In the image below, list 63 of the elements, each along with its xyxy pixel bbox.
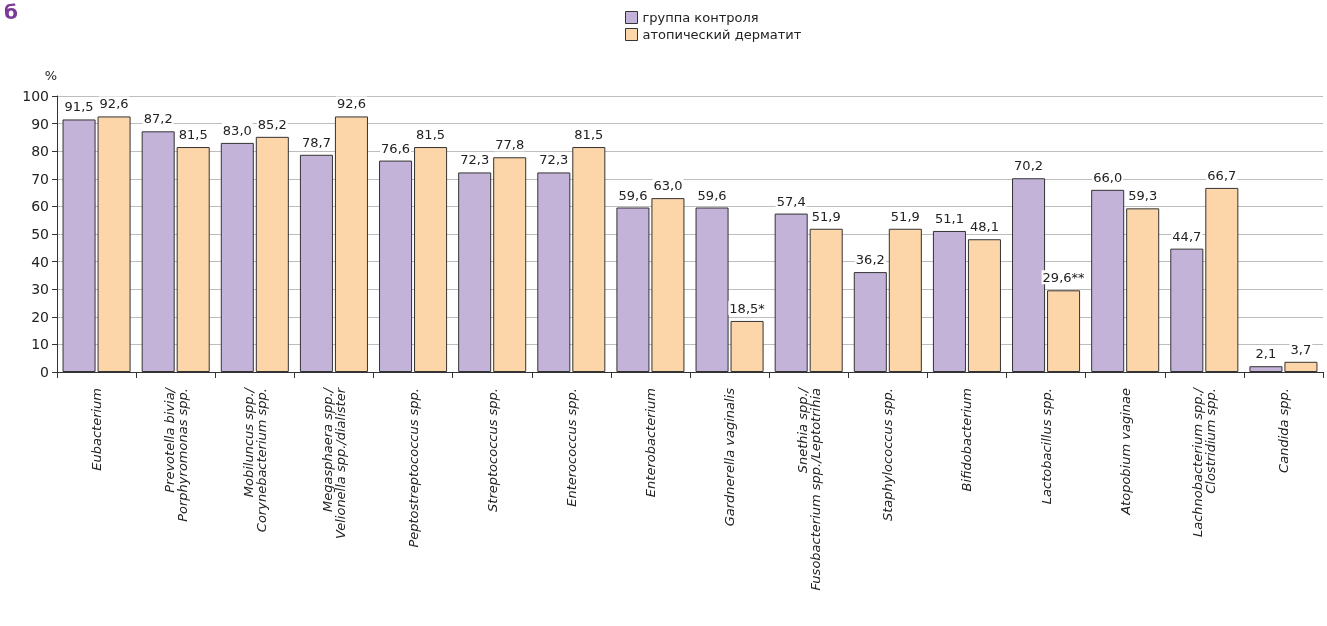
x-tick-label: Eubacterium bbox=[89, 388, 105, 471]
data-label: 51,9 bbox=[890, 208, 920, 224]
data-label: 91,5 bbox=[64, 99, 94, 115]
x-tick-label: Streptococcus spp. bbox=[484, 388, 500, 512]
data-label: 78,7 bbox=[301, 134, 331, 150]
data-label: 51,9 bbox=[811, 208, 841, 224]
y-tick-label: 10 bbox=[31, 336, 49, 353]
x-tick-label: Megasphaera spp./ Velionella spp./dialister bbox=[319, 386, 348, 539]
data-label: 63,0 bbox=[653, 178, 683, 194]
text: б bbox=[4, 0, 18, 24]
x-tick-label: Staphylococcus spp. bbox=[880, 388, 896, 522]
x-tick-label: Gardnerella vaginalis bbox=[722, 387, 738, 527]
x-tick-label: Snethia spp./ Fusobacterium spp./Leptotrihia bbox=[794, 386, 823, 591]
legend-label: атопический дерматит bbox=[642, 27, 802, 42]
data-label: 3,7 bbox=[1290, 341, 1312, 357]
y-axis-title: % bbox=[44, 68, 57, 83]
x-tick-label: Prevotella bivia/ Porphyromonas spp. bbox=[161, 386, 190, 522]
data-label: 72,3 bbox=[539, 152, 569, 168]
y-tick-label: 20 bbox=[31, 308, 49, 325]
data-label: 29,6** bbox=[1042, 270, 1086, 286]
data-label: 83,0 bbox=[222, 122, 252, 138]
data-label: 81,5 bbox=[416, 127, 446, 143]
data-label: 48,1 bbox=[969, 219, 999, 235]
y-tick-label: 0 bbox=[40, 364, 49, 380]
data-label: 66,7 bbox=[1207, 167, 1237, 183]
data-label: 66,0 bbox=[1093, 169, 1123, 185]
x-tick-label: Candida spp. bbox=[1275, 388, 1291, 473]
data-label: 44,7 bbox=[1172, 228, 1202, 244]
x-tick-label: Mobiluncus spp./ Corynebacterium spp. bbox=[240, 386, 269, 533]
data-label: 76,6 bbox=[381, 140, 411, 156]
y-tick-label: 90 bbox=[31, 115, 49, 132]
x-tick-label: Enterococcus spp. bbox=[563, 388, 579, 507]
data-label: 51,1 bbox=[934, 210, 964, 226]
x-tick-label: Atopobium vaginae bbox=[1117, 388, 1133, 516]
y-tick-label: 100 bbox=[22, 88, 49, 104]
data-label: 59,3 bbox=[1128, 188, 1158, 204]
data-label: 77,8 bbox=[495, 137, 525, 153]
legend-label: группа контроля bbox=[642, 10, 759, 25]
y-tick-label: 40 bbox=[31, 253, 49, 270]
y-tick-label: 60 bbox=[31, 198, 49, 215]
x-tick-label: Bifidobacterium bbox=[959, 388, 975, 492]
x-tick-label: Peptostreptococcus spp. bbox=[405, 388, 421, 548]
data-label: 81,5 bbox=[178, 127, 208, 143]
y-tick-label: 50 bbox=[31, 226, 49, 242]
data-label: 70,2 bbox=[1014, 158, 1044, 174]
data-label: 36,2 bbox=[855, 252, 885, 268]
data-label: 85,2 bbox=[257, 116, 287, 132]
y-tick-label: 70 bbox=[31, 170, 49, 187]
y-tick-label: 30 bbox=[31, 281, 49, 298]
data-label: 18,5* bbox=[729, 300, 766, 316]
data-label: 2,1 bbox=[1255, 346, 1277, 362]
data-label: 92,6 bbox=[336, 96, 366, 112]
data-label: 59,6 bbox=[618, 187, 648, 203]
data-label: 59,6 bbox=[697, 187, 727, 203]
x-tick-label: Lachnobacterium spp./ Clostridium spp. bbox=[1190, 386, 1219, 538]
data-label: 72,3 bbox=[460, 152, 490, 168]
data-label: 87,2 bbox=[143, 111, 173, 127]
x-tick-label: Lactobacillus spp. bbox=[1038, 388, 1054, 505]
data-label: 81,5 bbox=[574, 127, 604, 143]
data-label: 92,6 bbox=[99, 96, 129, 112]
x-tick-label: Enterobacterium bbox=[642, 388, 658, 498]
data-label: 57,4 bbox=[776, 193, 806, 209]
y-tick-label: 80 bbox=[31, 143, 49, 160]
